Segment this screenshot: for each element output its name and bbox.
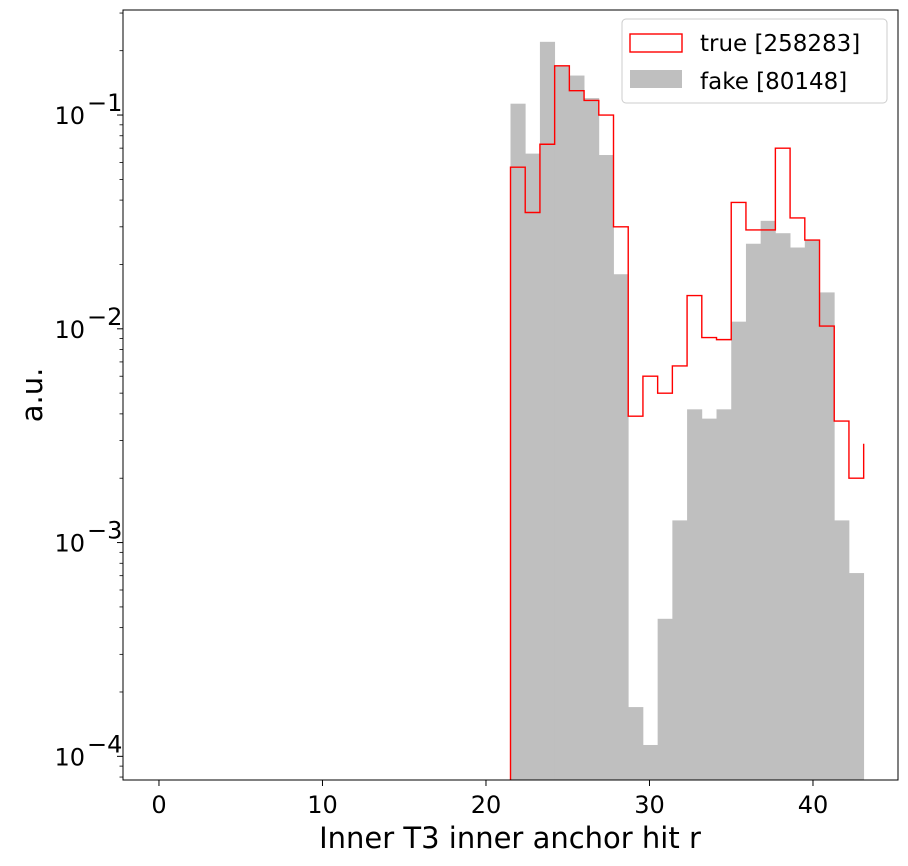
fake-bar: [525, 153, 541, 780]
fake-bar: [745, 243, 762, 780]
x-tick-label: 0: [151, 791, 166, 819]
fake-bar: [539, 41, 556, 780]
fake-bar: [848, 573, 865, 780]
fake-histogram-bars: [510, 41, 865, 781]
x-tick-label: 30: [634, 791, 665, 819]
fake-bar: [819, 292, 835, 780]
legend-true-label: true [258283]: [700, 31, 860, 57]
y-tick-label: 10: [54, 102, 85, 130]
fake-bar: [642, 744, 659, 780]
fake-bar: [510, 103, 526, 780]
fake-bar: [701, 418, 717, 780]
fake-bar: [804, 240, 820, 781]
fake-bar: [775, 233, 791, 781]
y-tick-exponent: −2: [87, 303, 122, 331]
fake-bar: [687, 409, 703, 780]
y-tick-label: 10: [54, 530, 85, 558]
fake-bar: [672, 520, 688, 780]
y-axis-ticks: 10−410−310−210−1: [54, 12, 123, 778]
y-tick-exponent: −3: [87, 517, 122, 545]
fake-bar: [569, 75, 585, 780]
fake-bar: [657, 618, 673, 780]
y-axis-label: a.u.: [15, 368, 49, 423]
fake-bar: [760, 220, 776, 780]
plot-frame: [122, 9, 899, 781]
legend-box: [621, 18, 888, 104]
y-tick-label: 10: [54, 743, 85, 771]
fake-bar: [598, 155, 614, 781]
fake-bar: [716, 409, 732, 780]
fake-bar: [834, 520, 850, 780]
x-axis-label: Inner T3 inner anchor hit r: [319, 821, 701, 855]
fake-bar: [731, 321, 747, 780]
legend-true-swatch: [629, 33, 683, 53]
x-tick-label: 20: [471, 791, 502, 819]
legend-fake-label: fake [80148]: [700, 69, 847, 95]
x-tick-label: 10: [307, 791, 338, 819]
legend-fake-swatch: [630, 70, 682, 88]
fake-bar: [790, 247, 806, 780]
fake-bar: [628, 707, 644, 780]
true-histogram-step: [509, 65, 865, 780]
y-tick-exponent: −1: [87, 89, 122, 117]
fake-bar: [613, 274, 629, 780]
x-axis-ticks: 0 10 20 30 40: [151, 780, 828, 819]
x-tick-label: 40: [798, 791, 829, 819]
legend: true [258283] fake [80148]: [621, 18, 888, 104]
y-tick-exponent: −4: [87, 730, 122, 758]
fake-bar: [584, 98, 600, 780]
y-tick-label: 10: [54, 316, 85, 344]
fake-bar: [554, 65, 570, 781]
